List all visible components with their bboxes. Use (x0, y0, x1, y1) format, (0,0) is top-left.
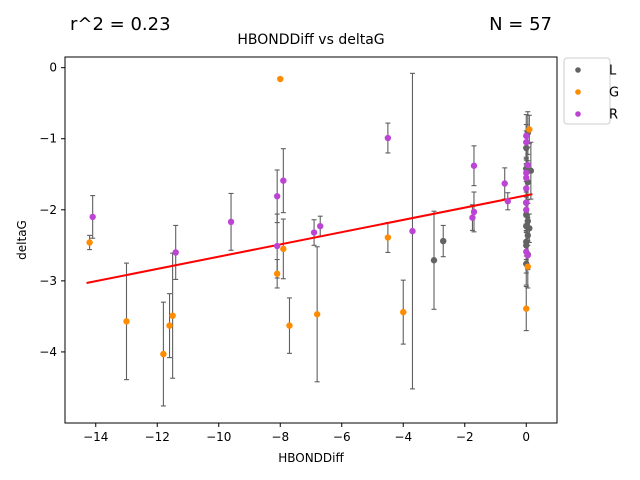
data-point (400, 308, 407, 316)
legend-marker (575, 89, 581, 95)
data-point (470, 162, 478, 169)
data-point (409, 227, 416, 235)
data-point (280, 177, 287, 184)
data-point (273, 270, 281, 277)
legend-entry: G (575, 86, 619, 101)
y-axis-label: deltaG (15, 220, 29, 260)
data-point (523, 169, 530, 177)
y-axis: −4 −3 −2 −1 0 (39, 61, 65, 359)
data-point (227, 218, 235, 226)
y-tick-label: −2 (39, 203, 57, 217)
chart-title: HBONDDiff vs deltaG (237, 32, 384, 48)
legend-label: R (609, 108, 618, 123)
series-G (86, 75, 533, 358)
data-point (524, 263, 531, 270)
data-point (310, 229, 318, 236)
legend: LGR (563, 57, 619, 125)
data-point (523, 242, 530, 249)
legend-marker (575, 67, 581, 73)
data-point (166, 322, 173, 329)
data-point (384, 134, 392, 142)
data-point (286, 322, 293, 329)
data-point (523, 132, 530, 140)
data-point (313, 311, 321, 318)
data-point (169, 312, 176, 319)
data-point (86, 239, 93, 246)
x-tick-label: −2 (456, 430, 474, 444)
axes-frame (64, 56, 558, 424)
plot-area (86, 72, 535, 407)
data-point (523, 211, 530, 218)
x-tick-label: 0 (522, 430, 530, 444)
data-point (523, 305, 530, 312)
data-point (523, 185, 530, 192)
data-point (470, 208, 478, 216)
x-tick-label: −12 (145, 430, 170, 444)
legend-entries: LGR (575, 64, 619, 123)
data-point (524, 232, 531, 239)
data-point (430, 257, 438, 264)
data-point (469, 214, 476, 221)
y-tick-label: −1 (39, 132, 57, 146)
data-point (384, 234, 392, 241)
data-point (89, 213, 96, 221)
data-point (523, 144, 530, 152)
legend-marker (575, 111, 581, 117)
y-tick-label: 0 (49, 61, 57, 75)
data-point (523, 199, 530, 206)
x-tick-label: −6 (333, 430, 351, 444)
data-point (504, 198, 511, 205)
data-point (172, 249, 179, 256)
data-point (501, 180, 508, 187)
data-point (524, 217, 531, 225)
x-axis: −14 −12 −10 −8 −6 −4 −2 0 (83, 423, 530, 444)
y-tick-label: −3 (39, 274, 57, 288)
x-tick-label: −8 (271, 430, 289, 444)
data-point (524, 161, 531, 169)
data-point (526, 126, 533, 133)
data-point (160, 350, 167, 358)
data-point (273, 193, 281, 200)
data-point (273, 242, 281, 250)
legend-entry: R (575, 108, 618, 123)
legend-label: G (609, 86, 619, 101)
x-tick-label: −4 (394, 430, 412, 444)
data-point (123, 318, 130, 325)
regression-line (86, 193, 533, 284)
data-point (440, 237, 447, 245)
sample-count-label: N = 57 (489, 14, 552, 35)
data-point (523, 206, 530, 213)
x-tick-label: −14 (83, 430, 108, 444)
data-point (526, 225, 533, 232)
data-point (277, 75, 284, 83)
y-tick-label: −4 (39, 345, 57, 359)
data-point (280, 245, 287, 253)
r-squared-label: r^2 = 0.23 (70, 14, 171, 35)
data-point (523, 139, 530, 146)
data-point (523, 174, 530, 182)
legend-frame (563, 57, 611, 125)
legend-entry: L (575, 64, 617, 79)
legend-label: L (609, 64, 617, 79)
data-point (317, 222, 324, 230)
x-axis-label: HBONDDiff (278, 451, 344, 465)
series-R (89, 132, 531, 259)
x-tick-label: −10 (206, 430, 231, 444)
data-point (524, 252, 531, 259)
